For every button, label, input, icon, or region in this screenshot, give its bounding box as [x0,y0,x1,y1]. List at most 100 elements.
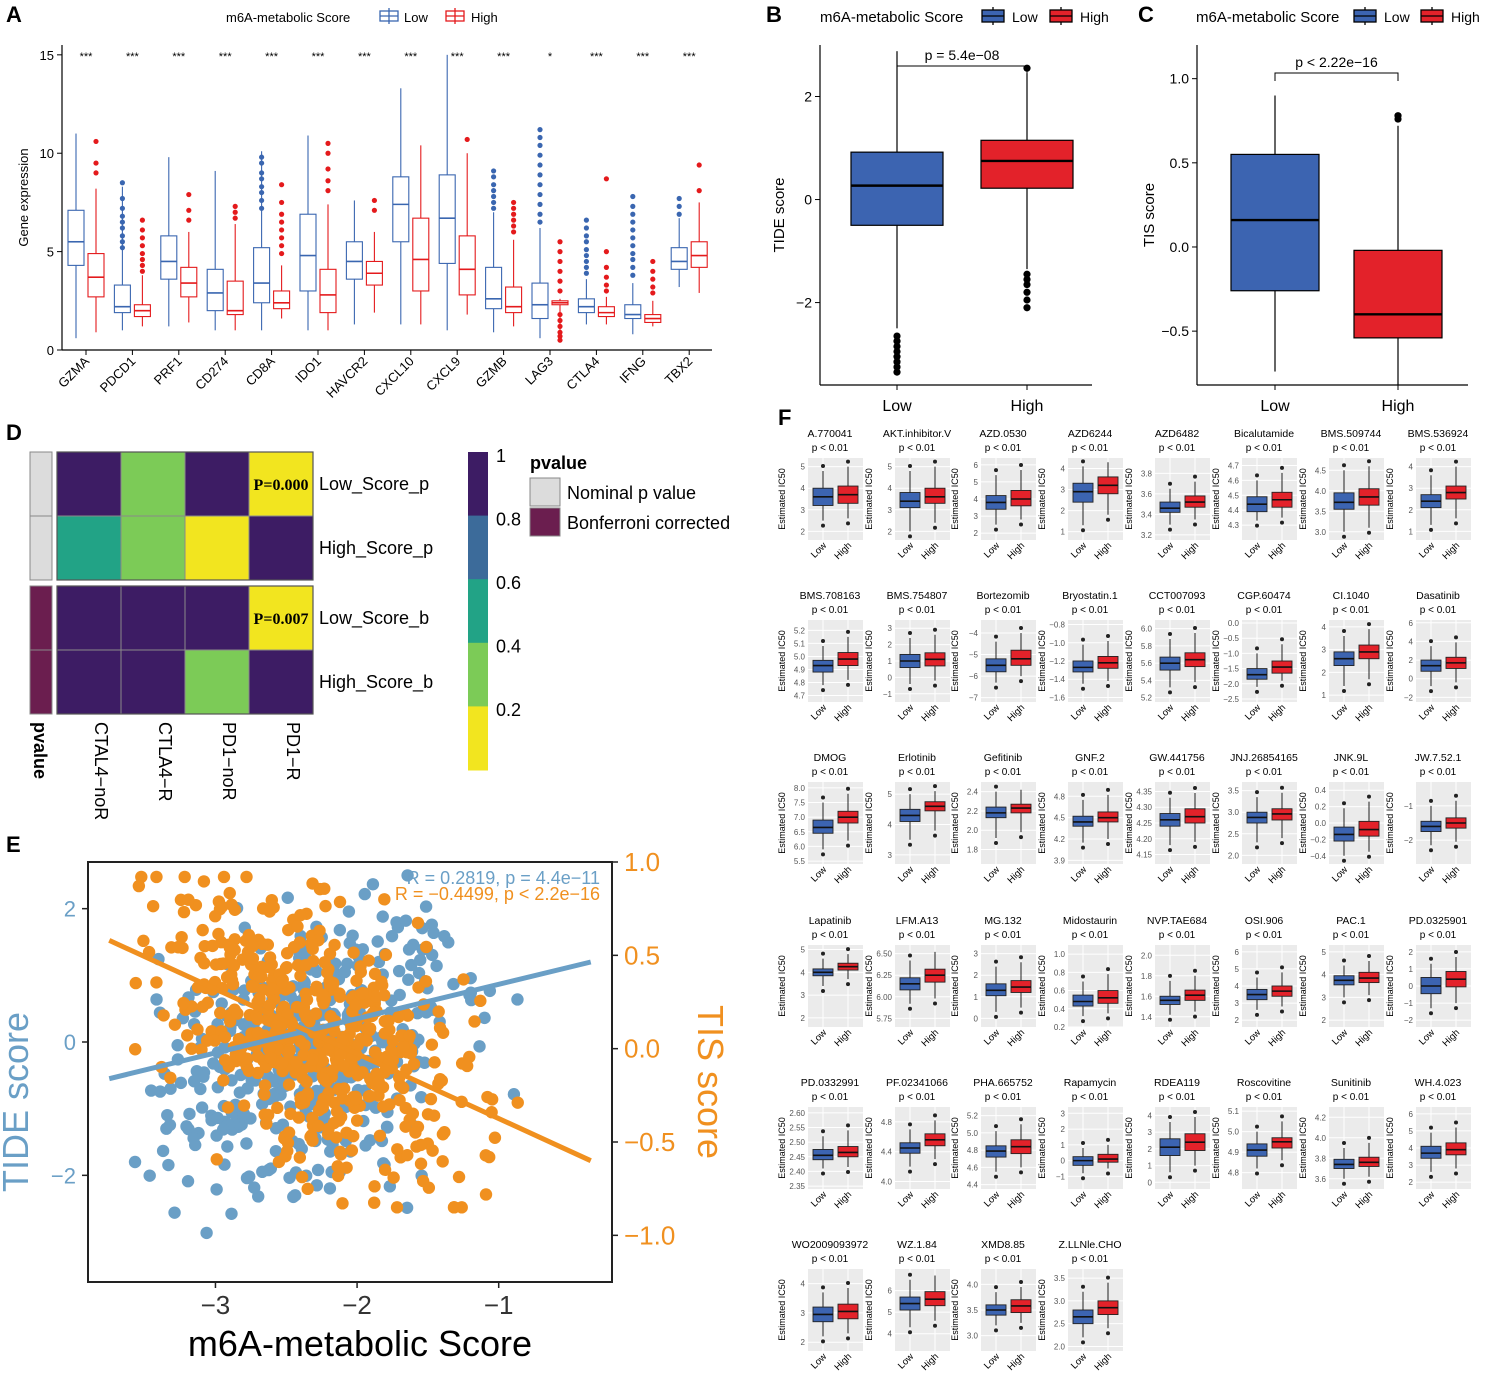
tide-point [240,1137,253,1150]
box-high [1010,955,1032,1015]
tide-point [333,923,347,937]
y-tick-label: 1 [1322,691,1327,700]
drug-panel-wo2009093972: WO2009093972 p < 0.01 4 3 2 Estimated IC50 Low… [777,1239,868,1373]
box-high-tbx2 [690,162,708,293]
y-tick-label: 3.5 [1228,787,1240,796]
plot-background [1155,945,1210,1027]
y-tick-label: 2.4 [967,788,979,797]
x-tick-label-low: Low [1243,540,1263,560]
tis-correlation-label: R = −0.4499, p < 2.2e−16 [395,884,600,904]
outlier-point [933,627,937,632]
box-low [985,468,1007,532]
outlier-point [119,219,125,225]
y-tick-label: 3 [888,624,893,633]
x-tick-label-low: Low [1330,1027,1350,1047]
tis-point [468,1015,481,1028]
y-tick-label: 4 [801,484,806,493]
x-tick-label-ifng: IFNG [616,354,649,387]
x-tick-label-low: Low [982,540,1002,560]
y-tick-label: 5.1 [1228,1107,1240,1116]
outlier-point [279,219,285,225]
outlier-point [1342,801,1346,806]
box-high [1358,622,1380,687]
tis-point [457,973,470,986]
tis-point [409,1126,422,1139]
x-tick-label-high: High [833,1189,855,1211]
x-tick-label-low: Low [1069,540,1089,560]
y-axis-title: Estimated IC50 [1124,1117,1134,1179]
y-tick-label: −1 [1404,802,1414,811]
tis-point [235,1049,248,1063]
y-tick-label: −0.8 [1049,621,1065,630]
drug-panel-pf-02341066: PF.02341066 p < 0.01 4.8 4.4 4.0 Estimated IC… [864,1077,950,1211]
y-tick-label-a: 5 [47,245,54,260]
y-axis-title: Estimated IC50 [1385,468,1395,530]
tide-point [128,1155,142,1169]
drug-name: JW.7.52.1 [1415,752,1462,764]
y-tick-label: 3.0 [1054,1297,1066,1306]
tide-point [195,1101,209,1114]
outlier-point [1106,787,1110,792]
y-tick-label: 4.0 [1315,1134,1327,1143]
outlier-point [933,525,937,530]
y-tick-label: 5 [1235,965,1240,974]
tide-point [311,1163,325,1177]
y-tick-label: 4.8 [881,1118,893,1127]
tis-point [271,1042,285,1056]
legend-key-low-a [379,8,399,24]
box-low-cd8a [253,151,271,331]
tis-point [218,1053,232,1067]
y-tick-label: 4 [888,821,893,830]
outlier-point [491,199,497,206]
tis-point [414,1157,428,1170]
tis-point [460,1059,474,1073]
outlier-point [994,1328,998,1333]
x-tick-label-low: Low [1330,702,1350,722]
y-tick-label: 2 [1409,948,1414,957]
y-tick-label: −0.5 [1161,323,1189,339]
legend-label-nominal: Nominal p value [567,483,696,503]
tide-point [164,1082,177,1095]
y-tick-label-a: 15 [40,48,54,63]
tide-point [153,1085,167,1098]
y-tick-label: 1 [1061,528,1066,537]
y-tick-label: 3.9 [1054,856,1066,865]
legend-label-low-b: Low [1012,9,1039,25]
y-tick-label: 2.55 [789,1124,805,1133]
tide-point [187,1075,201,1088]
outlier-point [676,211,682,217]
box-high [1010,1279,1032,1330]
significance-pdcd1: *** [126,51,140,63]
drug-panel-rapamycin: Rapamycin p < 0.01 3 2 1 0 −1 Estimated IC50 Low… [1037,1077,1123,1211]
outlier-point [933,459,937,464]
tis-point [215,900,229,913]
drug-name: PD.0325901 [1409,915,1468,927]
outlier-point [537,211,543,217]
box-low-havcr2 [345,200,363,325]
drug-panel-jnk-9l: JNK.9L p < 0.01 0.4 0.2 0.0 −0.2 −0.4Estimated… [1298,752,1384,886]
box-low [1333,1141,1355,1186]
tis-point [270,1019,283,1032]
box-high [837,459,859,526]
box-high [837,629,859,687]
x-tick-label-high: High [1093,864,1115,886]
iqr-box [180,266,198,298]
y-tick-label: 4.8 [967,1146,979,1155]
tis-point [372,1075,385,1088]
y-tick-label: 6 [888,1287,893,1296]
outlier-point [630,250,636,257]
y-tick-label: 4 [1409,463,1414,472]
tis-point [146,899,160,913]
outlier-point [1193,685,1197,690]
tis-point [175,930,188,944]
y-tick-label: 5.0 [1228,1128,1240,1137]
tide-point [171,1039,184,1052]
y-axis-title: Estimated IC50 [1037,630,1047,692]
tis-point [350,1092,363,1106]
x-tick-label-low: Low [1069,1027,1089,1047]
tide-point [447,977,460,991]
box-low-lag3 [531,127,549,339]
y-tick-label: 4.8 [1054,792,1066,801]
outlier-point [1106,1137,1110,1142]
tis-point [195,1043,208,1056]
